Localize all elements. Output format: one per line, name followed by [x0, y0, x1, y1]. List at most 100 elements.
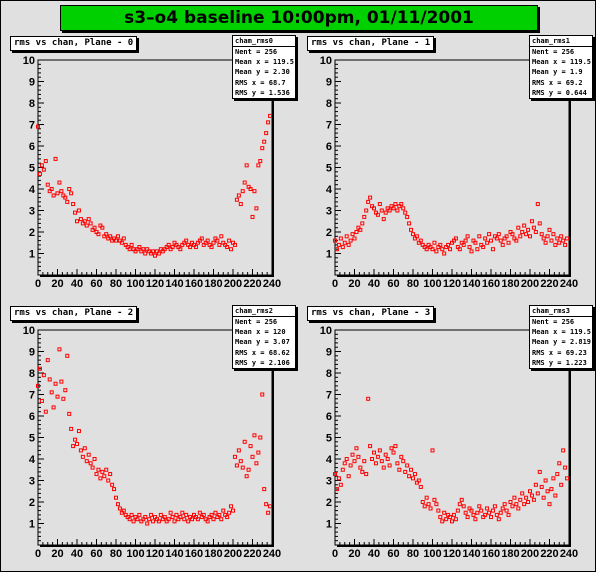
- data-point: [49, 390, 54, 395]
- data-point: [426, 502, 431, 507]
- data-point: [442, 251, 447, 256]
- y-tick-label: 7: [29, 120, 35, 132]
- data-point: [63, 195, 68, 200]
- data-point: [106, 478, 111, 483]
- data-point: [43, 159, 48, 164]
- data-point: [561, 448, 566, 453]
- data-point: [490, 247, 495, 252]
- y-tick-label: 8: [29, 368, 35, 380]
- data-point: [129, 512, 134, 517]
- data-point: [76, 429, 81, 434]
- stats-row: RMS x = 69.23: [530, 348, 592, 358]
- data-point: [143, 251, 148, 256]
- data-point: [131, 519, 136, 524]
- data-point: [96, 467, 101, 472]
- data-point: [487, 510, 492, 515]
- data-point: [88, 221, 93, 226]
- y-tick-label: 8: [29, 98, 35, 110]
- y-tick-label: 1: [29, 519, 35, 531]
- data-point: [354, 230, 359, 234]
- data-point: [232, 242, 237, 247]
- data-point: [342, 461, 347, 466]
- stats-row: Nent = 256: [530, 47, 592, 57]
- data-point: [71, 444, 76, 449]
- data-point: [434, 249, 439, 254]
- x-tick-label: 20: [51, 278, 63, 290]
- data-point: [451, 512, 456, 517]
- data-point: [366, 199, 371, 204]
- data-point: [225, 515, 230, 520]
- stats-label: Nent: [235, 48, 252, 56]
- data-point: [438, 515, 443, 520]
- x-tick-label: 20: [348, 278, 360, 290]
- data-point: [448, 247, 453, 252]
- data-point: [407, 474, 412, 479]
- x-tick-label: 60: [90, 278, 102, 290]
- y-tick-label: 9: [326, 347, 332, 359]
- data-point: [518, 497, 523, 502]
- stats-name: cham_rms1: [530, 36, 592, 47]
- data-point: [372, 450, 376, 455]
- data-point: [469, 249, 474, 254]
- x-tick-label: 60: [387, 548, 399, 560]
- x-tick-label: 140: [462, 548, 480, 560]
- x-tick-label: 0: [332, 548, 338, 560]
- y-tick-label: 4: [326, 454, 333, 466]
- x-tick-label: 80: [407, 548, 419, 560]
- data-point: [121, 508, 126, 513]
- x-tick-label: 120: [146, 548, 164, 560]
- data-point: [59, 189, 64, 194]
- x-tick-label: 160: [482, 548, 500, 560]
- x-tick-label: 120: [146, 278, 164, 290]
- stats-row: Mean y = 2.819: [530, 337, 592, 347]
- data-point: [268, 504, 273, 509]
- data-point: [170, 245, 175, 250]
- y-tick-label: 9: [29, 347, 35, 359]
- data-point: [533, 482, 538, 487]
- data-point: [368, 195, 373, 200]
- data-point: [96, 232, 101, 237]
- data-point: [485, 506, 490, 511]
- data-point: [387, 463, 392, 468]
- data-point: [197, 510, 202, 515]
- data-point: [529, 493, 534, 498]
- y-tick-label: 6: [326, 141, 332, 153]
- data-point: [549, 487, 554, 492]
- stats-row: Mean x = 119.5: [233, 57, 295, 67]
- pad-title: rms vs chan, Plane - 2: [10, 306, 138, 321]
- y-tick-label: 7: [326, 390, 332, 402]
- data-point: [119, 240, 124, 245]
- data-point: [494, 512, 499, 517]
- page-title: s3–o4 baseline 10:00pm, 01/11/2001: [60, 5, 538, 31]
- x-tick-label: 20: [348, 548, 360, 560]
- pad-title: rms vs chan, Plane - 3: [307, 306, 435, 321]
- data-point: [535, 491, 540, 496]
- data-point: [504, 508, 509, 513]
- data-point: [551, 232, 556, 237]
- data-point: [459, 497, 464, 502]
- data-point: [395, 208, 400, 213]
- data-point: [531, 225, 536, 230]
- data-point: [496, 232, 501, 237]
- data-point: [545, 234, 550, 239]
- data-point: [92, 225, 97, 230]
- data-point: [348, 238, 353, 243]
- data-point: [442, 510, 447, 515]
- stats-label: RMS y: [532, 358, 554, 367]
- data-point: [135, 517, 140, 522]
- stats-value: = 68.7: [260, 78, 286, 87]
- data-point: [231, 508, 235, 513]
- data-point: [471, 512, 476, 517]
- stats-row: RMS x = 68.7: [233, 78, 295, 88]
- data-point: [358, 227, 363, 232]
- data-point: [156, 251, 161, 256]
- y-tick-label: 8: [326, 98, 332, 110]
- data-point: [334, 487, 339, 492]
- data-point: [440, 519, 445, 524]
- y-tick-label: 2: [326, 497, 332, 509]
- data-point: [559, 482, 564, 487]
- data-point: [498, 238, 503, 243]
- data-point: [352, 459, 357, 464]
- data-point: [266, 510, 271, 515]
- data-point: [217, 242, 222, 247]
